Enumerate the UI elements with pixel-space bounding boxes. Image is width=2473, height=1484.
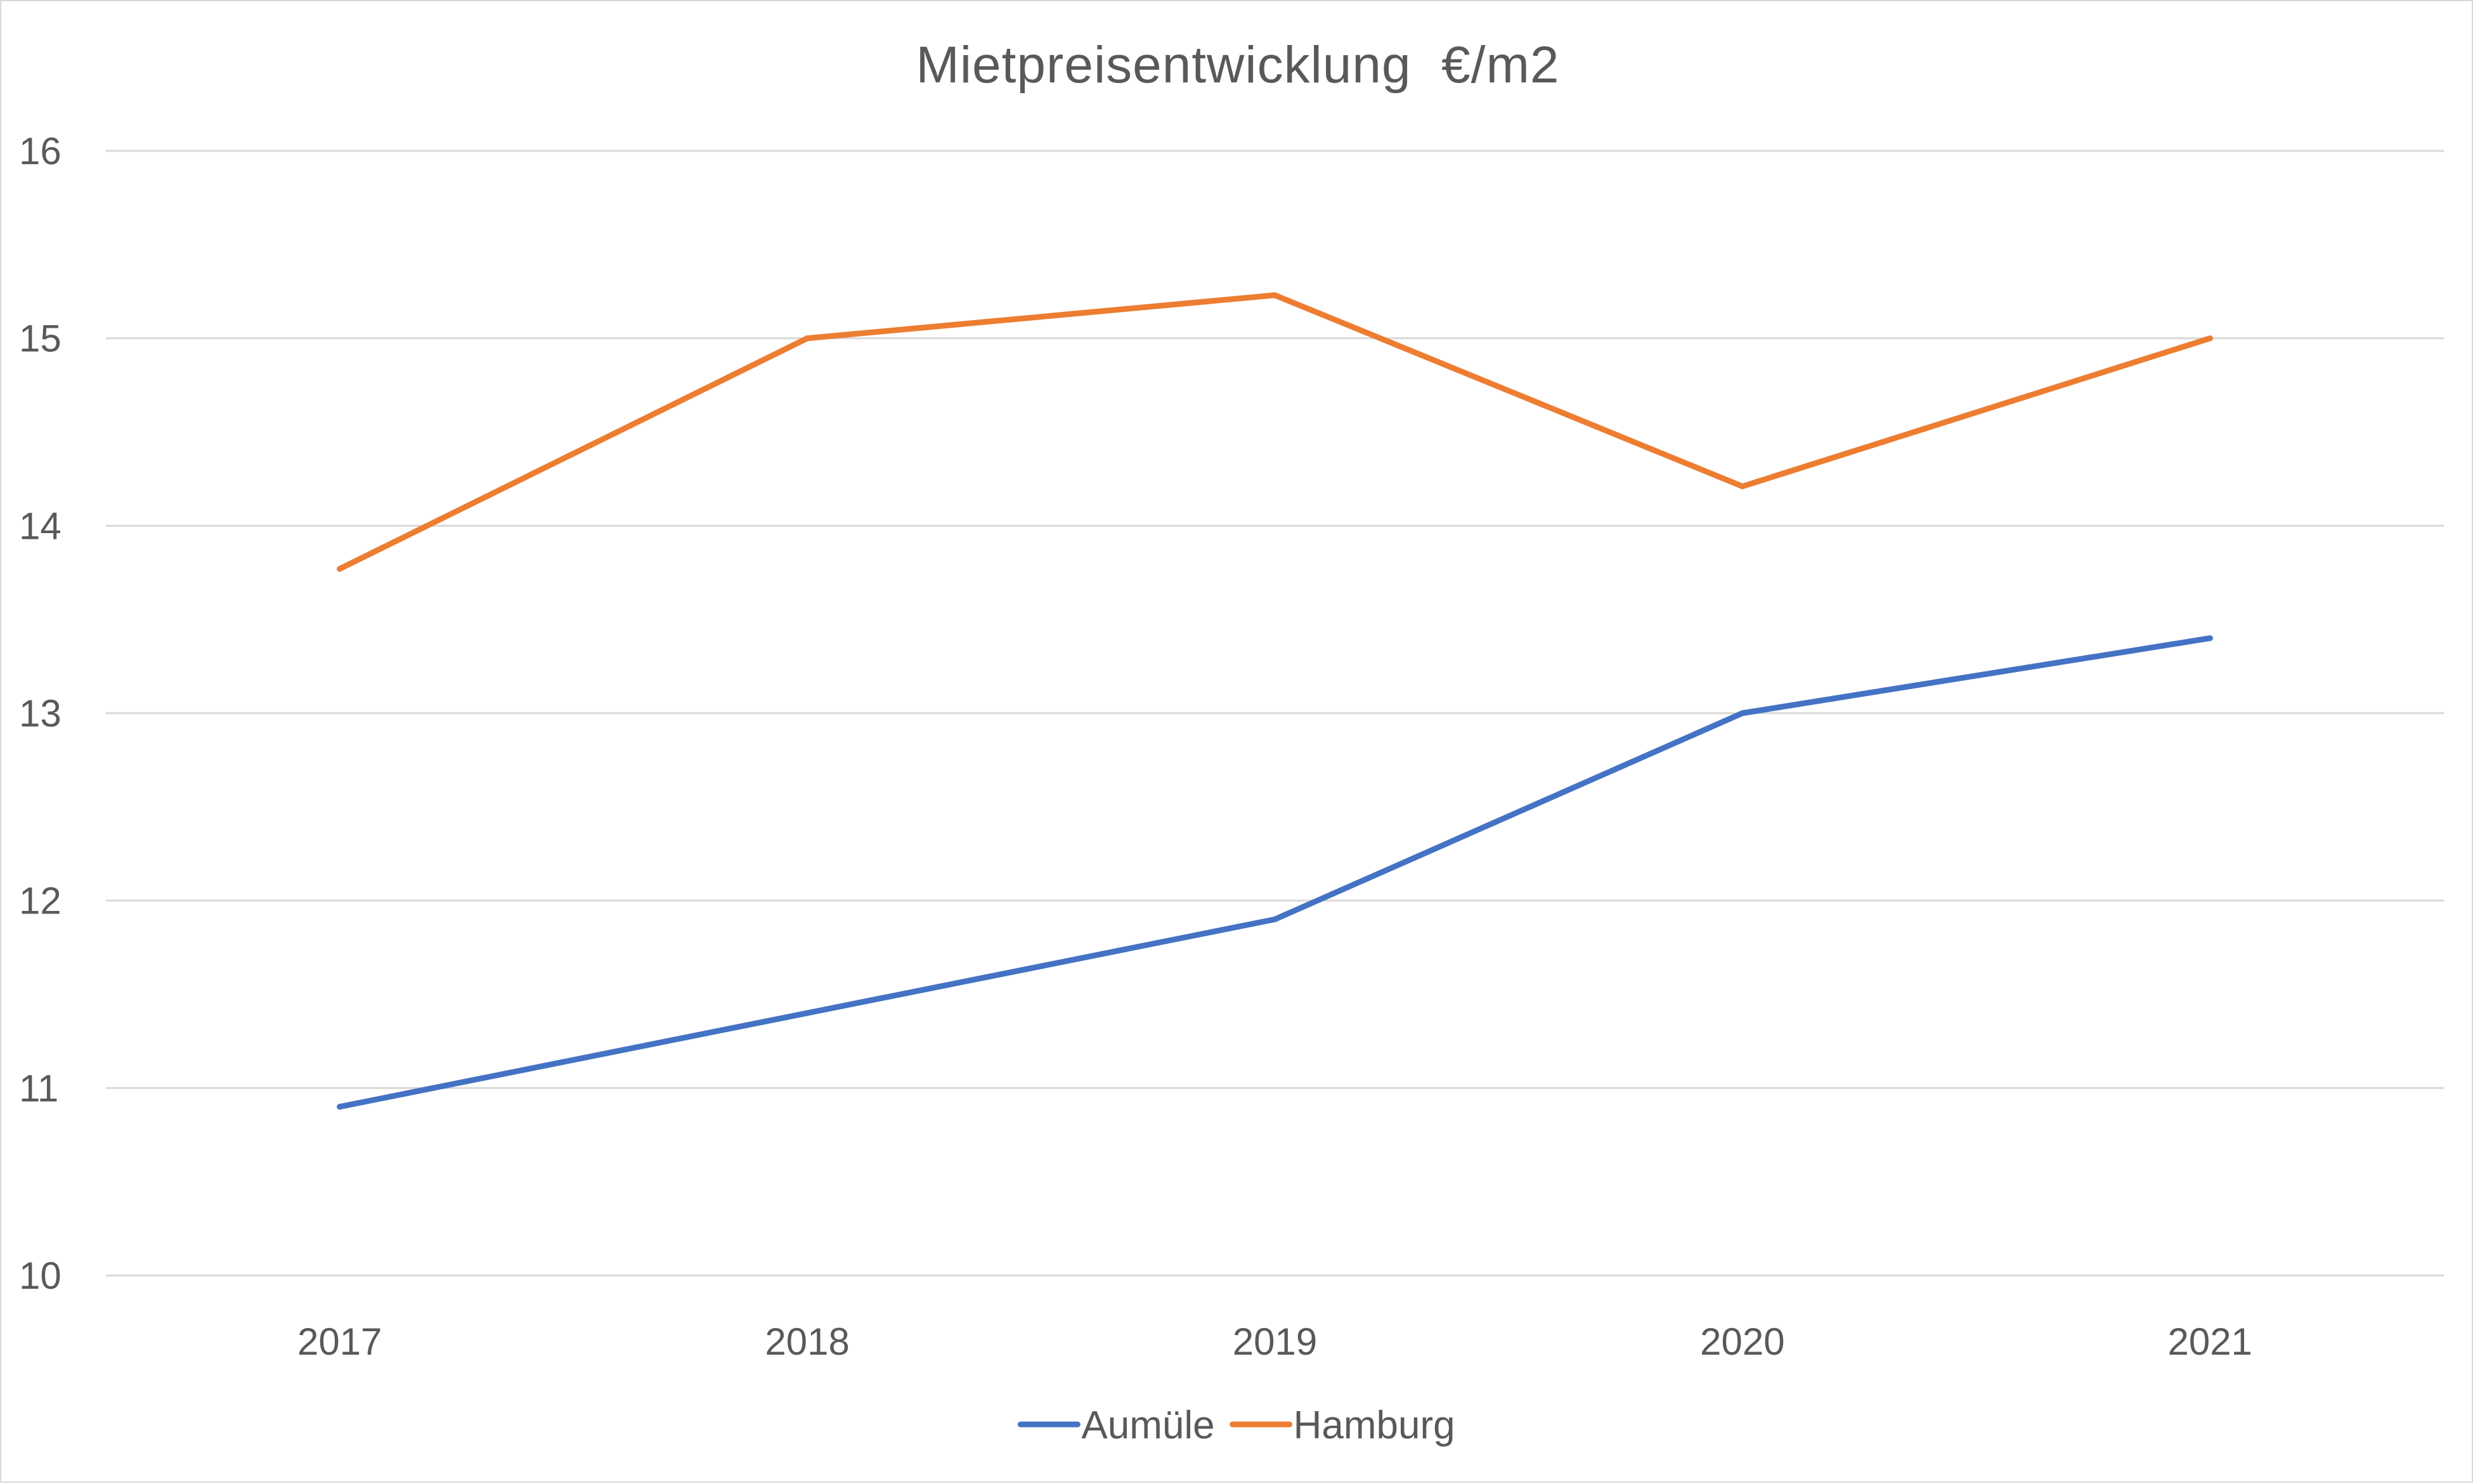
x-tick-label: 2017 [297,1320,382,1363]
data-point-aum-le [1739,710,1746,716]
series-lines [337,292,2213,1110]
series-line-aum-le [337,635,2213,1110]
x-tick-label: 2021 [2168,1320,2252,1363]
x-tick-label: 2019 [1233,1320,1317,1363]
data-point-hamburg [337,565,343,572]
x-axis-ticks: 2017 2018 2019 2020 2021 [297,1320,2252,1363]
y-tick-label: 10 [19,1255,62,1297]
y-tick-label: 16 [19,130,62,172]
x-tick-label: 2020 [1700,1320,1784,1363]
data-point-aum-le [804,1010,810,1016]
legend-label: Hamburg [1294,1403,1455,1447]
data-point-aum-le [337,1104,343,1110]
data-point-aum-le [1272,916,1278,922]
legend-item-aum-le: Aumüle [1017,1403,1215,1447]
y-tick-label: 14 [19,505,62,547]
legend-item-hamburg: Hamburg [1230,1403,1455,1447]
y-tick-label: 13 [19,692,62,735]
y-tick-label: 12 [19,880,62,922]
x-tick-label: 2018 [765,1320,849,1363]
y-tick-label: 15 [19,318,62,360]
legend: Aumüle Hamburg [1017,1403,1455,1447]
data-point-aum-le [2207,635,2213,642]
y-axis-ticks: 10 11 12 13 14 15 16 [19,130,62,1297]
y-tick-label: 11 [19,1067,58,1109]
data-point-hamburg [2207,335,2213,342]
gridlines [106,150,2444,1277]
data-point-hamburg [1739,483,1746,489]
series-line-hamburg [337,292,2213,572]
data-point-hamburg [804,335,810,342]
legend-label: Aumüle [1081,1403,1214,1447]
chart-title: Mietpreisentwicklung €/m2 [916,36,1560,94]
data-point-hamburg [1272,292,1278,299]
